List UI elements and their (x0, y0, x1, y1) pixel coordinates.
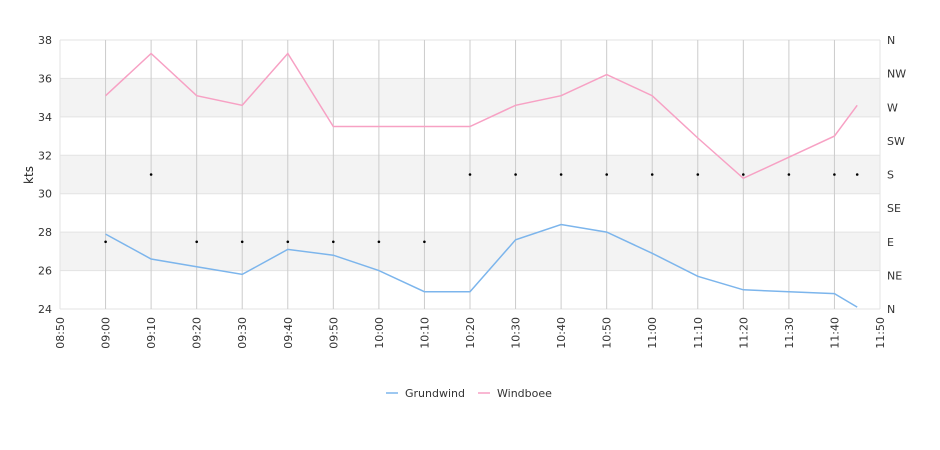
direction-point (332, 240, 335, 244)
direction-points (104, 173, 859, 244)
direction-tick-label: W (887, 101, 898, 114)
x-tick-label: 11:20 (737, 317, 750, 349)
direction-tick-label: NW (887, 68, 906, 81)
x-tick-label: 10:40 (555, 317, 568, 349)
series-lines (105, 52, 858, 308)
vertical-gridlines (59, 40, 881, 309)
direction-point (650, 173, 654, 176)
direction-point (423, 240, 426, 244)
legend-label-grundwind: Grundwind (405, 387, 465, 400)
y-tick-label: 32 (38, 149, 52, 162)
direction-tick-label: SE (887, 202, 901, 215)
x-tick-label: 10:00 (373, 317, 386, 349)
x-tick-label: 09:50 (327, 317, 340, 349)
direction-point (605, 173, 608, 176)
x-tick-label: 11:00 (646, 317, 659, 349)
direction-point (559, 173, 563, 176)
x-tick-label: 09:40 (282, 317, 295, 349)
direction-point (104, 240, 107, 244)
y-tick-label: 24 (38, 303, 52, 316)
y-tick-label: 36 (38, 72, 52, 85)
x-tick-label: 09:30 (236, 317, 249, 349)
direction-tick-label: SW (887, 135, 905, 148)
direction-tick-label: E (887, 236, 894, 249)
direction-point (286, 240, 290, 244)
y-axis-left: 24 26 28 30 32 34 36 38 (38, 34, 52, 316)
direction-point (787, 173, 791, 176)
series-line-grundwind (105, 223, 858, 308)
legend: Grundwind Windboee (386, 387, 552, 400)
x-axis: 08:50 09:00 09:10 09:20 09:30 09:40 09:50 10:00… (54, 317, 887, 349)
direction-point (377, 240, 381, 244)
x-tick-label: 09:00 (100, 317, 113, 349)
y-tick-label: 38 (38, 34, 52, 47)
direction-tick-label: S (887, 169, 894, 182)
direction-tick-label: NE (887, 269, 902, 282)
direction-point (514, 173, 517, 176)
y-axis-right-direction: N NE E SE S SW W NW N (887, 34, 906, 316)
direction-point (742, 173, 745, 176)
direction-point (855, 173, 859, 176)
direction-point (696, 173, 700, 176)
legend-label-windboee: Windboee (497, 387, 552, 400)
x-tick-label: 10:10 (418, 317, 431, 349)
x-tick-label: 11:40 (828, 317, 841, 349)
y-tick-label: 30 (38, 188, 52, 201)
y-axis-title: kts (22, 166, 36, 184)
direction-point (468, 173, 472, 176)
direction-point (195, 240, 198, 244)
x-tick-label: 10:20 (464, 317, 477, 349)
y-tick-label: 28 (38, 226, 52, 239)
x-tick-label: 08:50 (54, 317, 67, 349)
series-line-windboee (105, 52, 858, 180)
direction-point (149, 173, 153, 176)
x-tick-label: 11:10 (692, 317, 705, 349)
x-tick-label: 10:50 (601, 317, 614, 349)
direction-point (833, 173, 836, 176)
x-tick-label: 09:20 (191, 317, 204, 349)
x-tick-label: 11:30 (783, 317, 796, 349)
direction-tick-label: N (887, 303, 895, 316)
x-tick-label: 09:10 (145, 317, 158, 349)
direction-tick-label: N (887, 34, 895, 47)
direction-point (240, 240, 244, 244)
x-tick-label: 11:50 (874, 317, 887, 349)
y-tick-label: 26 (38, 265, 52, 278)
y-tick-label: 34 (38, 111, 52, 124)
x-tick-label: 10:30 (510, 317, 523, 349)
